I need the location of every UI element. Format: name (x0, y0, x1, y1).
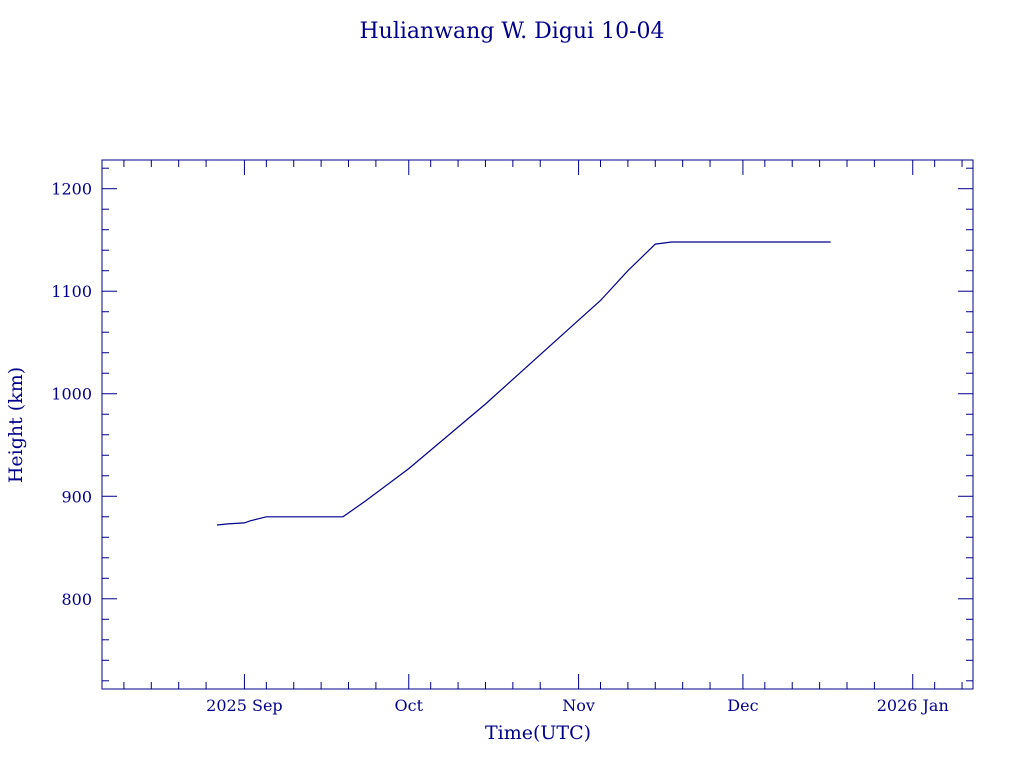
x-axis-ticks: 2025 Sep Oct Nov Dec 2026 Jan (123, 160, 963, 715)
y-tick-label: 1100 (51, 282, 92, 301)
y-axis-label: Height (km) (5, 367, 27, 483)
series-group (216, 241, 831, 526)
x-tick-label: Dec (727, 696, 758, 715)
x-axis-label: Time(UTC) (485, 722, 591, 744)
x-tick-label: 2025 Sep (206, 696, 282, 715)
y-tick-label: 800 (61, 590, 92, 609)
height-series-line (216, 241, 831, 526)
plot-frame (101, 159, 974, 690)
y-axis-ticks: 800 900 1000 1100 1200 (51, 167, 973, 682)
y-tick-label: 1000 (51, 385, 92, 404)
y-tick-label: 900 (61, 487, 92, 506)
x-tick-label: 2026 Jan (877, 696, 949, 715)
chart-title: Hulianwang W. Digui 10-04 (359, 19, 664, 44)
y-tick-label: 1200 (51, 180, 92, 199)
x-tick-label: Oct (395, 696, 424, 715)
x-tick-label: Nov (562, 696, 595, 715)
